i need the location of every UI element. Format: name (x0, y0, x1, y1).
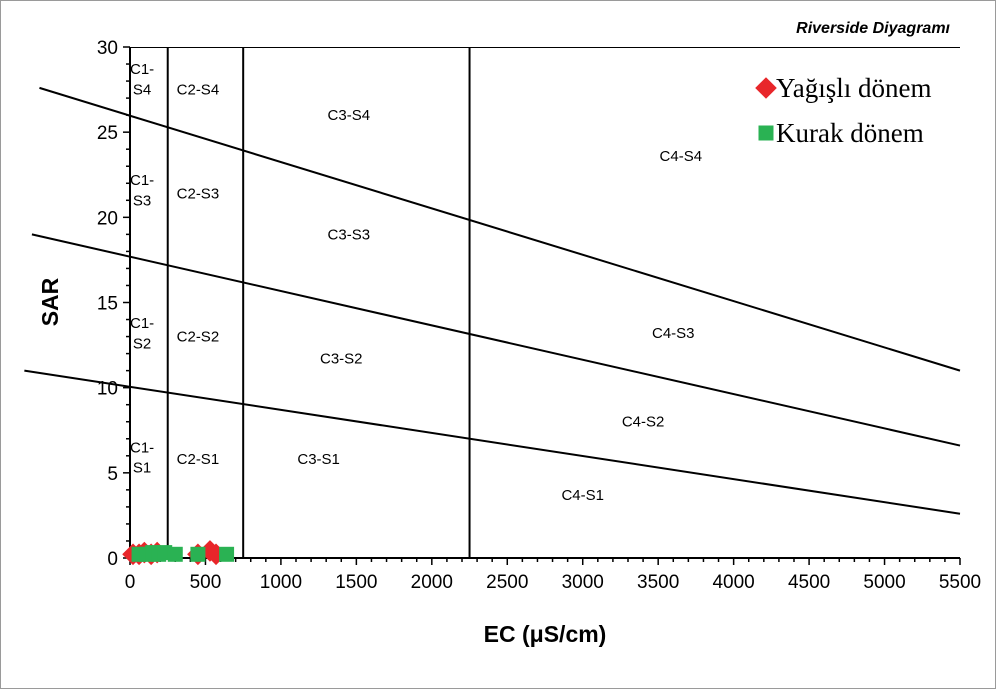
zone-label: C2-S2 (177, 329, 220, 346)
x-tick-label: 5500 (939, 572, 981, 593)
zone-label: C2-S3 (177, 185, 220, 202)
y-tick-label: 25 (97, 123, 118, 144)
zone-label: C4-S3 (652, 325, 695, 342)
dry-season-point (190, 546, 206, 562)
sar-boundary-line (39, 86, 961, 372)
x-tick-label: 500 (190, 572, 222, 593)
legend: Yağışlı dönem Kurak dönem (755, 73, 932, 148)
zone-label: C3-S3 (328, 226, 371, 243)
zone-label: C3-S2 (320, 351, 363, 368)
zone-label: S2 (133, 335, 151, 352)
x-tick-label: 4000 (712, 572, 754, 593)
zone-label: C1- (130, 315, 154, 332)
zone-label: S1 (133, 460, 151, 477)
y-tick-label: 0 (107, 549, 118, 570)
zone-label: C2-S4 (177, 82, 220, 99)
zone-label: C1- (130, 439, 154, 456)
x-tick-label: 2500 (486, 572, 528, 593)
legend-label: Yağışlı dönem (776, 73, 932, 103)
y-tick-label: 15 (97, 294, 118, 315)
y-tick-label: 20 (97, 208, 118, 229)
sar-boundary-line (31, 233, 961, 447)
zone-label: C1- (130, 172, 154, 189)
zone-label: C4-S4 (660, 148, 703, 165)
axes: 0 5 10 15 20 25 30 0 500 1000 1500 2000 2500 3000 3500… (24, 38, 981, 593)
y-tick-label: 30 (97, 38, 118, 59)
x-tick-label: 4500 (788, 572, 830, 593)
classification-lines (130, 47, 960, 558)
legend-label: Kurak dönem (776, 118, 924, 148)
y-tick-label: 5 (107, 464, 118, 485)
zone-label: C3-S1 (297, 451, 340, 468)
zone-label: S4 (133, 82, 151, 99)
x-tick-label: 1500 (335, 572, 377, 593)
x-axis-title: EC (μS/cm) (484, 621, 607, 647)
x-tick-label: 2000 (411, 572, 453, 593)
zone-labels: C1- S4 C2-S4 C3-S4 C4-S4 C1- S3 C2-S3 C3-S3 C4-S3… (130, 61, 702, 504)
zone-label: C2-S1 (177, 451, 220, 468)
dry-season-point (167, 546, 183, 562)
x-tick-label: 3000 (562, 572, 604, 593)
x-tick-label: 3500 (637, 572, 679, 593)
y-axis-title: SAR (37, 277, 63, 326)
zone-label: C1- (130, 61, 154, 78)
sar-boundary-line (24, 369, 961, 515)
zone-label: C3-S4 (328, 107, 371, 124)
chart-title: Riverside Diyagramı (796, 20, 950, 37)
zone-label: S3 (133, 192, 151, 209)
x-tick-label: 5000 (863, 572, 905, 593)
legend-diamond-icon (755, 77, 777, 99)
x-tick-label: 1000 (260, 572, 302, 593)
x-tick-label: 0 (125, 572, 136, 593)
zone-label: C4-S1 (561, 487, 604, 504)
legend-square-icon (758, 125, 774, 141)
data-points (122, 540, 235, 566)
y-tick-label: 10 (97, 379, 118, 400)
zone-label: C4-S2 (622, 414, 665, 431)
dry-season-point (219, 546, 235, 562)
